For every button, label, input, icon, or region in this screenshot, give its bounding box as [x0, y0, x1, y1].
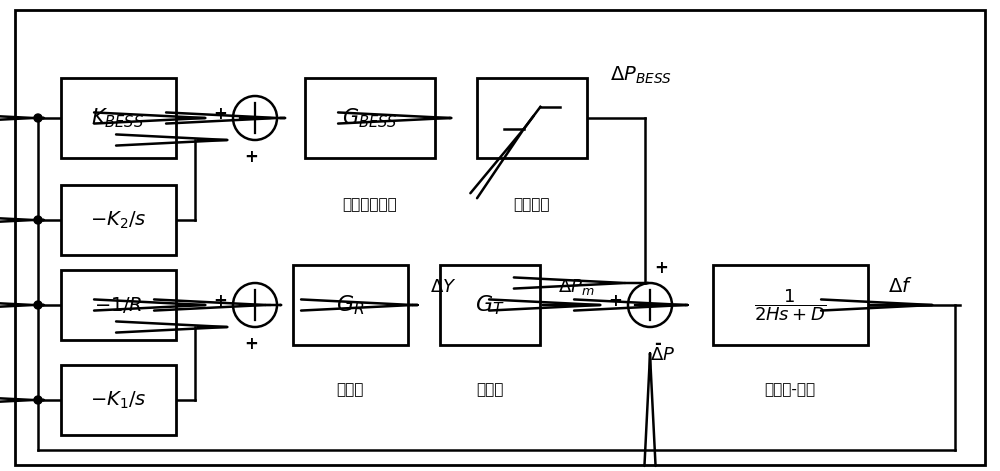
Bar: [305, 78, 435, 158]
Text: 原动机: 原动机: [476, 382, 504, 398]
Text: $\Delta P_m$: $\Delta P_m$: [558, 277, 595, 297]
Text: $-K_{2}/s$: $-K_{2}/s$: [90, 209, 146, 231]
Circle shape: [34, 396, 42, 404]
Circle shape: [34, 301, 42, 309]
Text: +: +: [244, 148, 258, 166]
Text: $-1/R$: $-1/R$: [94, 295, 142, 315]
Circle shape: [34, 114, 42, 122]
Text: 调速器: 调速器: [336, 382, 364, 398]
Text: +: +: [213, 105, 227, 123]
Text: 功率限制: 功率限制: [514, 197, 550, 212]
Bar: [440, 265, 540, 345]
Text: $G_{R}$: $G_{R}$: [336, 293, 364, 317]
Text: $\Delta P_{BESS}$: $\Delta P_{BESS}$: [610, 65, 672, 86]
Bar: [712, 265, 868, 345]
Text: 发电机-负荷: 发电机-负荷: [764, 382, 816, 398]
Text: $\Delta f$: $\Delta f$: [888, 277, 913, 297]
Text: +: +: [608, 292, 622, 310]
Text: 电池储能系统: 电池储能系统: [343, 197, 397, 212]
Text: $\Delta Y$: $\Delta Y$: [430, 278, 456, 296]
Text: -: -: [654, 335, 661, 353]
Bar: [292, 265, 408, 345]
Text: $-K_{1}/s$: $-K_{1}/s$: [90, 390, 146, 411]
Bar: [60, 270, 176, 340]
Text: +: +: [654, 259, 668, 277]
Text: $G_{BESS}$: $G_{BESS}$: [342, 106, 398, 130]
Text: +: +: [213, 292, 227, 310]
Text: $G_{T}$: $G_{T}$: [475, 293, 505, 317]
Bar: [60, 78, 176, 158]
Text: $\Delta P$: $\Delta P$: [650, 346, 675, 364]
Text: +: +: [244, 335, 258, 353]
Circle shape: [34, 216, 42, 224]
Text: $\dfrac{1}{2Hs+D}$: $\dfrac{1}{2Hs+D}$: [754, 287, 826, 323]
Bar: [477, 78, 587, 158]
Bar: [60, 365, 176, 435]
Bar: [60, 185, 176, 255]
Text: $K_{BESS}$: $K_{BESS}$: [91, 106, 145, 130]
